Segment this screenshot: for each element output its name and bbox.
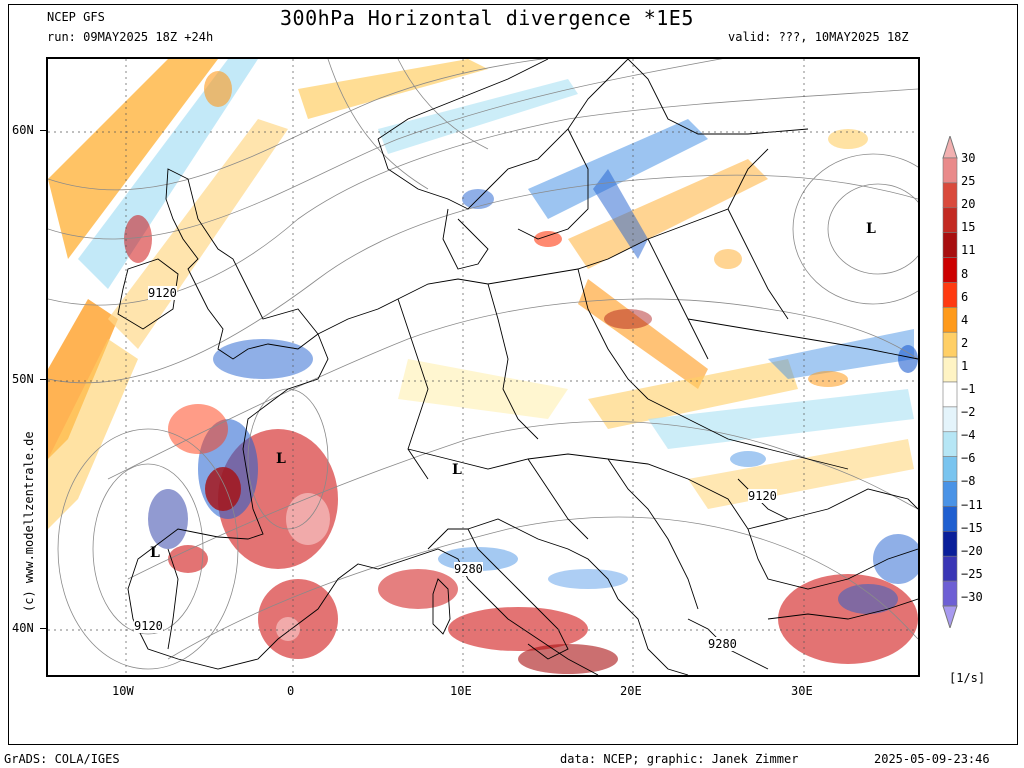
colorbar-cell (942, 580, 958, 607)
contour-label: 9280 (454, 562, 483, 576)
colorbar-label: −11 (961, 497, 983, 512)
lon-label: 0 (287, 684, 295, 698)
low-pressure-marker: L (866, 221, 876, 237)
lat-label: 40N (12, 621, 34, 635)
colorbar-label: 2 (961, 335, 969, 350)
colorbar-label: 6 (961, 289, 969, 304)
height-contours (48, 59, 918, 670)
figure-frame (8, 4, 1018, 745)
software-credit: GrADS: COLA/IGES (4, 752, 120, 766)
colorbar-cell (942, 531, 958, 557)
lat-tick (40, 130, 46, 131)
model-name: NCEP GFS (47, 10, 105, 24)
colorbar-cell (942, 506, 958, 532)
lat-label: 50N (12, 372, 34, 386)
contour-label: 9120 (134, 619, 163, 633)
colorbar-cell (942, 555, 958, 582)
colorbar-cap-top (942, 136, 958, 159)
lat-tick (40, 628, 46, 629)
coastlines-borders (117, 59, 918, 675)
divergence-map (48, 59, 918, 675)
colorbar-cell (942, 157, 958, 184)
colorbar-label: −30 (961, 589, 983, 604)
contour-label: 9120 (748, 489, 777, 503)
colorbar-label: −1 (961, 382, 976, 396)
colorbar-cell (942, 456, 958, 482)
colorbar-cell (942, 431, 958, 457)
contour-label: 9120 (148, 286, 177, 300)
colorbar-cell (942, 331, 958, 358)
lat-tick (40, 379, 46, 380)
colorbar-label: −25 (961, 566, 983, 581)
valid-time: valid: ???, 10MAY2025 18Z (728, 30, 909, 44)
colorbar-label: −15 (961, 520, 983, 535)
low-pressure-marker: L (150, 545, 160, 561)
colorbar-label: −6 (961, 451, 976, 466)
colorbar-label: −8 (961, 474, 976, 489)
lon-label: 30E (791, 684, 813, 698)
low-pressure-marker: L (452, 462, 462, 478)
colorbar-label: −2 (961, 405, 976, 420)
data-credit: data: NCEP; graphic: Janek Zimmer (560, 752, 799, 766)
run-info: run: 09MAY2025 18Z +24h (47, 30, 214, 44)
graticule (48, 59, 918, 675)
colorbar-label: 8 (961, 266, 969, 281)
colorbar-label: 1 (961, 358, 969, 373)
contour-label: 9280 (708, 637, 737, 651)
colorbar-label: 20 (961, 197, 976, 212)
low-pressure-marker: L (276, 451, 286, 467)
colorbar-cell (942, 381, 958, 408)
colorbar: 30 25 20 15 11 8 6 4 2 1 −1 −2 −4 −6 −8 −11 −15 −20 −25 −30 (942, 136, 1022, 628)
colorbar-label: 11 (961, 243, 976, 258)
colorbar-label: 30 (961, 151, 976, 165)
colorbar-cell (942, 356, 958, 383)
colorbar-cell (942, 257, 958, 283)
colorbar-label: 15 (961, 220, 976, 235)
map-panel: 9120 9120 9120 9280 9280 L L L L (46, 57, 920, 677)
colorbar-cell (942, 307, 958, 333)
colorbar-bar (942, 136, 958, 628)
colorbar-unit: [1/s] (949, 671, 986, 685)
colorbar-cell (942, 406, 958, 433)
timestamp: 2025-05-09-23:46 (874, 752, 990, 766)
colorbar-cell (942, 182, 958, 209)
colorbar-cell (942, 232, 958, 258)
colorbar-label: 25 (961, 174, 976, 189)
watermark-text: (c) www.modellzentrale.de (22, 431, 36, 612)
chart-title: 300hPa Horizontal divergence *1E5 (280, 6, 694, 30)
lon-label: 20E (620, 684, 642, 698)
colorbar-label: −20 (961, 543, 983, 558)
lon-label: 10W (112, 684, 134, 698)
colorbar-cell (942, 207, 958, 233)
lon-label: 10E (450, 684, 472, 698)
colorbar-cap-bottom (942, 605, 958, 628)
colorbar-label: 4 (961, 312, 969, 327)
lat-label: 60N (12, 123, 34, 137)
colorbar-label: −4 (961, 428, 976, 443)
colorbar-cell (942, 282, 958, 308)
divergence-field (48, 59, 918, 675)
colorbar-cell (942, 481, 958, 507)
